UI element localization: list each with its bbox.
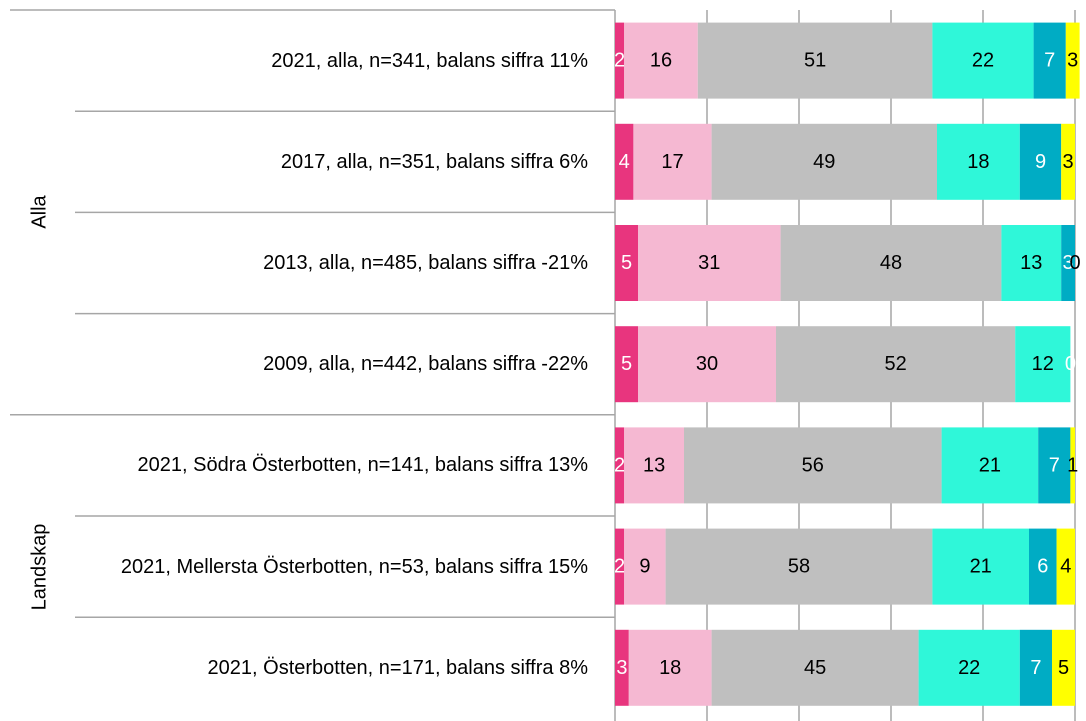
data-label: 5 xyxy=(621,353,632,375)
category-label: 2021, Österbotten, n=171, balans siffra … xyxy=(68,642,588,694)
bar-segment xyxy=(628,629,712,706)
group-label: Landskap xyxy=(28,523,51,610)
bar-segment xyxy=(918,629,1020,706)
category-label: 2021, alla, n=341, balans siffra 11% xyxy=(68,35,588,87)
data-label: 0 xyxy=(1069,252,1080,274)
bar-segment xyxy=(615,22,625,99)
bar-segment xyxy=(776,326,1016,403)
bar-segment xyxy=(1070,427,1075,504)
category-label: 2009, alla, n=442, balans siffra -22% xyxy=(68,338,588,390)
data-label: 2 xyxy=(614,50,625,72)
bar-segment xyxy=(780,225,1002,301)
data-label: 4 xyxy=(619,151,630,173)
data-label: 9 xyxy=(639,556,650,578)
bar-segment xyxy=(1019,629,1052,706)
category-text: 2009, alla, n=442, balans siffra -22% xyxy=(263,353,588,376)
category-text: 2021, Mellersta Österbotten, n=53, balan… xyxy=(120,555,588,578)
bar-segment xyxy=(711,629,919,706)
category-label: 2021, Södra Österbotten, n=141, balans s… xyxy=(68,439,589,491)
data-label: 3 xyxy=(1063,252,1074,274)
bar-segment xyxy=(941,427,1039,504)
bar-segment xyxy=(665,528,933,605)
data-label: 6 xyxy=(1037,556,1048,578)
category-label: 2013, alla, n=485, balans siffra -21% xyxy=(68,237,588,289)
bar-segment xyxy=(615,427,625,504)
bar-segment xyxy=(711,123,937,200)
data-label: 21 xyxy=(970,556,992,578)
data-label: 7 xyxy=(1030,657,1041,679)
data-label: 56 xyxy=(802,454,824,476)
bar-segment xyxy=(638,326,776,403)
data-label: 7 xyxy=(1049,454,1060,476)
bar-segment xyxy=(1019,123,1062,200)
data-label: 4 xyxy=(1060,556,1071,578)
bar-segment xyxy=(932,528,1029,605)
data-label: 18 xyxy=(659,657,681,679)
category-text: 2013, alla, n=485, balans siffra -21% xyxy=(263,252,588,274)
bar-segment xyxy=(1001,225,1062,301)
bar-segment xyxy=(937,123,1020,200)
group-label: Alla xyxy=(28,195,51,230)
data-label: 2 xyxy=(614,556,625,578)
bar-segment xyxy=(697,22,933,99)
data-label: 13 xyxy=(643,454,665,476)
data-label: 17 xyxy=(661,151,683,173)
category-text: 2021, Södra Österbotten, n=141, balans s… xyxy=(137,454,589,477)
category-text: 2021, alla, n=341, balans siffra 11% xyxy=(271,49,588,72)
data-label: 16 xyxy=(650,50,672,72)
bar-segment xyxy=(1015,326,1071,403)
data-label: 31 xyxy=(698,252,720,274)
bar-segment xyxy=(1033,22,1066,99)
bar-segment xyxy=(615,629,629,706)
data-label: 5 xyxy=(1058,657,1069,679)
data-label: 3 xyxy=(616,657,627,679)
data-label: 22 xyxy=(958,657,980,679)
data-label: 51 xyxy=(804,50,826,72)
data-label: 7 xyxy=(1044,50,1055,72)
data-label: 1 xyxy=(1067,454,1078,476)
data-label: 58 xyxy=(788,556,810,578)
bar-segment xyxy=(615,123,634,200)
data-label: 48 xyxy=(880,252,902,274)
bar-segment xyxy=(684,427,942,504)
bar-segment xyxy=(624,528,666,605)
category-text: 2021, Österbotten, n=171, balans siffra … xyxy=(207,656,588,679)
bar-segment xyxy=(1056,528,1075,605)
bar-segment xyxy=(932,22,1034,99)
data-label: 18 xyxy=(967,151,989,173)
bar-segment xyxy=(1061,123,1075,200)
data-label: 13 xyxy=(1020,252,1042,274)
data-label: 0 xyxy=(1065,353,1076,375)
category-label: 2017, alla, n=351, balans siffra 6% xyxy=(68,136,588,188)
bar-segment xyxy=(624,22,698,99)
data-label: 22 xyxy=(972,50,994,72)
data-label: 3 xyxy=(1063,151,1074,173)
data-label: 12 xyxy=(1032,353,1054,375)
data-label: 2 xyxy=(614,454,625,476)
bar-segment xyxy=(615,528,625,605)
bar-segment xyxy=(633,123,712,200)
category-text: 2017, alla, n=351, balans siffra 6% xyxy=(280,150,588,173)
data-label: 21 xyxy=(979,454,1001,476)
data-label: 45 xyxy=(804,657,826,679)
bar-segment xyxy=(1065,22,1080,99)
data-label: 49 xyxy=(813,151,835,173)
bar-segment xyxy=(615,326,638,403)
data-label: 30 xyxy=(696,353,718,375)
bar-segment xyxy=(1038,427,1071,504)
bar-segment xyxy=(638,225,781,301)
bar-segment xyxy=(1052,629,1075,706)
bar-segment xyxy=(615,225,638,301)
data-label: 9 xyxy=(1035,151,1046,173)
data-label: 5 xyxy=(621,252,632,274)
bar-segment xyxy=(1029,528,1057,605)
category-label: 2021, Mellersta Österbotten, n=53, balan… xyxy=(68,541,588,593)
bar-segment xyxy=(624,427,684,504)
data-label: 3 xyxy=(1067,50,1078,72)
bar-segment xyxy=(1061,225,1075,301)
data-label: 52 xyxy=(884,353,906,375)
